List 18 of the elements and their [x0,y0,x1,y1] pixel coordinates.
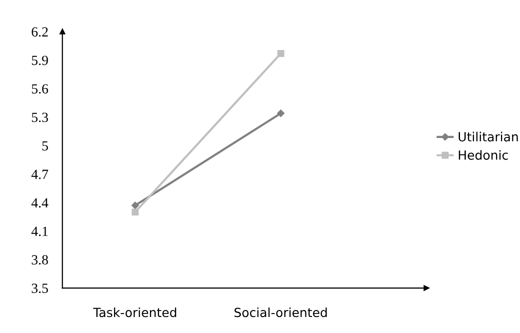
point [277,50,284,57]
y-tick-label: 4.7 [31,170,48,180]
x-tick-label: Task-oriented [93,307,176,318]
legend-label: Hedonic [458,150,508,160]
y-tick-label: 5 [42,141,48,151]
x-tick-label: Social-oriented [234,307,327,318]
point [277,110,284,117]
point [132,208,139,216]
y-tick-label: 5.6 [32,84,48,94]
y-tick-label: 5.9 [32,56,48,66]
y-tick-label: 5.3 [32,112,48,122]
y-tick-label: 3.8 [32,255,48,265]
y-tick-label: 6.2 [32,27,48,37]
legend-label: Utilitarian [458,132,518,142]
y-tick-label: 4.4 [31,198,48,208]
y-tick-label: 3.5 [32,284,48,294]
y-tick-label: 4.1 [31,226,48,236]
point [132,202,139,210]
